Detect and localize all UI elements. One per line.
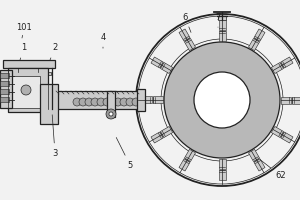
Bar xyxy=(45,72,51,75)
Polygon shape xyxy=(271,62,283,74)
Polygon shape xyxy=(184,38,196,51)
Circle shape xyxy=(85,98,93,106)
Bar xyxy=(35,72,41,75)
Bar xyxy=(15,72,21,75)
Bar xyxy=(137,89,145,111)
Circle shape xyxy=(91,98,99,106)
Bar xyxy=(52,91,141,95)
Circle shape xyxy=(21,85,31,95)
Circle shape xyxy=(114,98,122,106)
Polygon shape xyxy=(281,97,291,104)
Text: 62: 62 xyxy=(260,160,286,180)
Polygon shape xyxy=(218,31,226,41)
Circle shape xyxy=(103,98,111,106)
Polygon shape xyxy=(151,132,163,143)
Circle shape xyxy=(120,98,128,106)
Text: 3: 3 xyxy=(52,115,58,158)
Polygon shape xyxy=(151,57,163,68)
Bar xyxy=(8,68,48,112)
Text: 101: 101 xyxy=(16,23,32,38)
Circle shape xyxy=(79,98,87,106)
Polygon shape xyxy=(160,62,173,74)
Circle shape xyxy=(138,16,300,184)
Bar xyxy=(218,16,226,20)
Polygon shape xyxy=(271,126,283,138)
Bar xyxy=(12,76,40,108)
Polygon shape xyxy=(254,29,265,41)
Polygon shape xyxy=(160,126,173,138)
Bar xyxy=(107,91,115,117)
Polygon shape xyxy=(218,20,226,30)
Polygon shape xyxy=(179,29,190,41)
Polygon shape xyxy=(142,96,152,103)
Text: 2: 2 xyxy=(50,44,58,60)
Circle shape xyxy=(73,98,81,106)
Polygon shape xyxy=(281,57,293,68)
Bar xyxy=(40,84,58,124)
Bar xyxy=(0,97,9,102)
Bar xyxy=(0,89,9,94)
Polygon shape xyxy=(292,97,300,104)
Circle shape xyxy=(106,109,116,119)
Polygon shape xyxy=(248,149,260,162)
Polygon shape xyxy=(248,38,260,51)
Bar xyxy=(0,81,9,86)
Text: 4: 4 xyxy=(100,32,106,48)
Polygon shape xyxy=(153,96,163,103)
Circle shape xyxy=(109,112,113,116)
Text: 6: 6 xyxy=(182,12,191,32)
Circle shape xyxy=(164,42,280,158)
Bar xyxy=(3,60,55,68)
Circle shape xyxy=(132,98,140,106)
Bar xyxy=(0,73,9,78)
Circle shape xyxy=(97,98,105,106)
Bar xyxy=(0,70,12,108)
Polygon shape xyxy=(281,132,293,143)
Polygon shape xyxy=(218,159,226,169)
Bar xyxy=(52,91,141,109)
Polygon shape xyxy=(179,159,190,171)
Polygon shape xyxy=(184,149,196,162)
Text: 5: 5 xyxy=(116,137,133,170)
Bar xyxy=(5,72,11,75)
Text: 7: 7 xyxy=(215,12,221,27)
Text: 1: 1 xyxy=(20,44,27,60)
Circle shape xyxy=(126,98,134,106)
Circle shape xyxy=(194,72,250,128)
Polygon shape xyxy=(218,170,226,180)
Polygon shape xyxy=(254,159,265,171)
